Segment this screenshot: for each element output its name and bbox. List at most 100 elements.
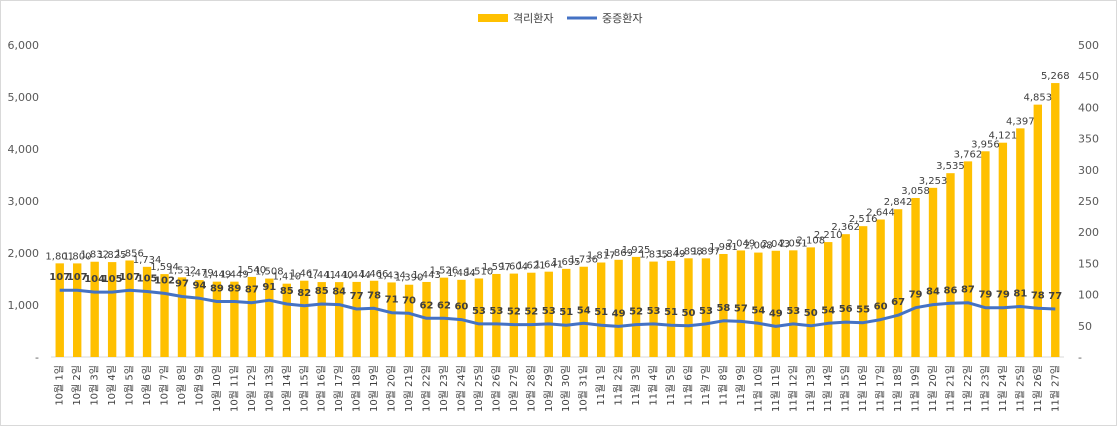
bar	[387, 282, 396, 357]
x-tick-label: 10월 22일	[421, 365, 433, 412]
x-tick-label: 10월 23일	[438, 365, 450, 412]
bar-value-label: 2,516	[849, 214, 878, 225]
bar-value-label: 1,466	[360, 269, 389, 280]
x-tick-label: 10월 13일	[263, 365, 275, 412]
line-value-label: 87	[961, 285, 975, 296]
bar-value-label: 1,594	[150, 262, 179, 273]
x-tick-label: 11월 20일	[927, 365, 939, 412]
x-tick-label: 11월 16일	[857, 365, 869, 412]
bar	[317, 282, 326, 357]
bar-value-label: 1,856	[115, 248, 144, 259]
bar-value-label: 1,869	[604, 248, 633, 259]
bar	[981, 151, 990, 357]
bar-value-label: 1,597	[482, 262, 511, 273]
bar	[195, 280, 204, 357]
y-left-tick-label: 4,000	[8, 143, 40, 156]
bar-value-label: 5,268	[1041, 71, 1070, 82]
y-left-tick-label: -	[35, 351, 39, 364]
bar	[160, 274, 169, 357]
bar-value-label: 2,210	[814, 230, 843, 241]
bar-value-label: 3,535	[936, 161, 965, 172]
bar	[212, 281, 222, 357]
y-right-tick-label: 500	[1078, 39, 1099, 52]
x-tick-label: 11월 12일	[787, 365, 799, 412]
x-tick-label: 10월 2일	[71, 365, 83, 406]
x-tick-label: 10월 5일	[124, 365, 136, 406]
x-tick-label: 10월 17일	[333, 365, 345, 412]
bar	[55, 263, 64, 357]
line-value-label: 81	[1013, 288, 1027, 299]
legend-swatch-격리환자	[478, 14, 508, 22]
y-left-tick-label: 6,000	[8, 39, 40, 52]
bar-value-label: 1,444	[342, 270, 371, 281]
bar	[614, 259, 623, 357]
bar-value-label: 1,641	[534, 260, 563, 271]
bar	[73, 263, 82, 357]
x-tick-label: 11월 9일	[735, 365, 747, 406]
legend-label-격리환자: 격리환자	[513, 12, 553, 25]
line-value-label: 107	[49, 272, 70, 283]
x-tick-label: 10월 10일	[211, 365, 223, 412]
line-value-label: 86	[944, 285, 958, 296]
line-value-label: 89	[227, 283, 241, 294]
line-value-label: 51	[594, 307, 608, 318]
y-left-tick-label: 5,000	[8, 91, 40, 104]
bar-value-label: 3,956	[971, 139, 1000, 150]
bar-value-label: 1,449	[203, 270, 232, 281]
bar	[946, 173, 955, 357]
line-value-label: 77	[350, 291, 364, 302]
x-tick-label: 11월 8일	[717, 365, 729, 406]
x-tick-label: 10월 27일	[508, 365, 520, 412]
x-tick-label: 11월 21일	[944, 365, 956, 412]
line-value-label: 49	[612, 308, 626, 319]
bar-value-label: 1,604	[500, 262, 529, 273]
x-tick-label: 10월 7일	[159, 365, 171, 406]
bar	[719, 253, 728, 357]
bar-value-label: 1,410	[272, 272, 301, 283]
line-value-label: 67	[891, 297, 905, 308]
y-right-tick-label: 50	[1078, 320, 1092, 333]
bar	[928, 187, 938, 357]
x-tick-label: 11월 22일	[962, 365, 974, 412]
x-tick-label: 11월 27일	[1049, 365, 1061, 412]
bar-value-label: 1,390	[395, 273, 424, 284]
x-tick-label: 10월 30일	[560, 365, 572, 412]
x-tick-label: 11월 2일	[613, 365, 625, 406]
bar-value-label: 2,051	[779, 238, 808, 249]
bar-value-label: 1,540	[238, 265, 267, 276]
bar-value-label: 1,440	[325, 270, 354, 281]
line-value-label: 53	[542, 306, 556, 317]
line-value-label: 53	[647, 306, 661, 317]
y-right-tick-label: 350	[1078, 133, 1099, 146]
bar	[736, 250, 746, 357]
line-value-label: 82	[297, 288, 311, 299]
line-value-label: 51	[664, 307, 678, 318]
bar-value-label: 1,443	[412, 270, 441, 281]
bar	[509, 273, 519, 357]
x-tick-label: 10월 11일	[228, 365, 240, 412]
x-tick-label: 10월 20일	[386, 365, 398, 412]
x-tick-label: 11월 24일	[997, 365, 1009, 412]
bar-value-label: 1,835	[639, 250, 668, 261]
line-value-label: 105	[102, 274, 123, 285]
line-value-label: 104	[84, 274, 105, 285]
x-tick-label: 10월 18일	[351, 365, 363, 412]
line-value-label: 57	[734, 303, 748, 314]
bar	[352, 281, 361, 357]
line-value-label: 85	[315, 286, 329, 297]
line-value-label: 84	[332, 287, 346, 298]
x-tick-label: 11월 25일	[1014, 365, 1026, 412]
bar-value-label: 1,817	[587, 251, 616, 262]
y-right-tick-label: 150	[1078, 257, 1099, 270]
bar	[858, 226, 868, 357]
bar	[754, 252, 763, 357]
line-value-label: 55	[856, 305, 870, 316]
bar-labels: 1,8011,8001,8321,8251,8561,7341,5941,532…	[45, 71, 1069, 284]
bar-value-label: 1,621	[517, 261, 546, 272]
x-tick-label: 11월 7일	[700, 365, 712, 406]
x-tick-label: 11월 15일	[840, 365, 852, 412]
line-value-label: 62	[420, 300, 434, 311]
bar-value-label: 4,853	[1023, 93, 1052, 104]
x-tick-label: 11월 17일	[875, 365, 887, 412]
